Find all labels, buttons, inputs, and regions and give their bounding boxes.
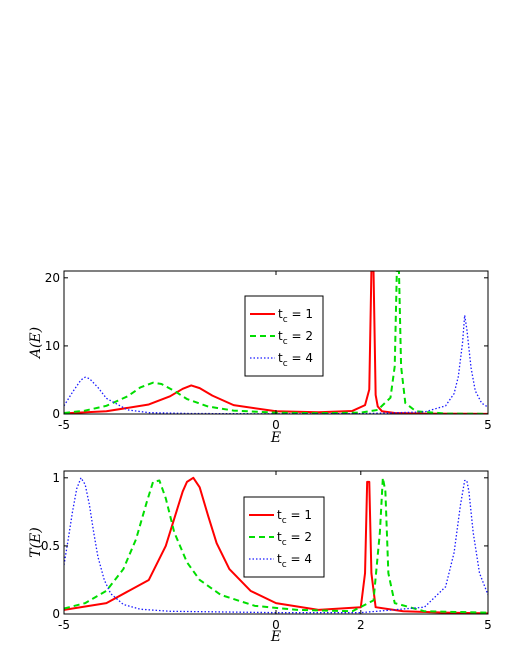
y-tick-label: 10	[45, 339, 60, 353]
series-line-2	[64, 476, 488, 614]
series-line-1	[64, 476, 488, 614]
legend-label-2: tc = 2	[278, 329, 313, 347]
x-tick-label: 0	[272, 618, 280, 632]
series-line-2	[64, 271, 488, 414]
legend-label-1: tc = 1	[277, 508, 312, 526]
x-axis-label: E	[270, 430, 281, 446]
y-axis-label: T(E)	[28, 527, 44, 557]
y-tick-label: 0	[52, 607, 60, 621]
x-tick-label: -5	[58, 418, 70, 432]
y-tick-label: 1	[52, 471, 60, 485]
x-tick-label: 0	[272, 418, 280, 432]
legend-box	[243, 496, 325, 578]
x-tick-label: 5	[484, 418, 492, 432]
series-line-3	[64, 314, 488, 414]
y-tick-label: 0.5	[41, 539, 60, 553]
x-axis-label: E	[270, 629, 281, 645]
series-group	[64, 271, 488, 414]
legend: tc = 1 tc = 2 tc = 4	[244, 295, 324, 377]
y-axis-label: A(E)	[28, 327, 44, 360]
legend: tc = 1 tc = 2 tc = 4	[243, 496, 325, 578]
x-tick-label: -5	[58, 618, 70, 632]
legend-label-3: tc = 4	[278, 351, 313, 369]
legend-label-2: tc = 2	[277, 530, 312, 548]
y-tick-label: 20	[45, 271, 60, 285]
series-line-1	[64, 271, 488, 414]
x-tick-label: 5	[484, 618, 492, 632]
series-group	[64, 476, 488, 614]
legend-label-1: tc = 1	[278, 307, 313, 325]
legend-box	[244, 295, 324, 377]
y-tick-label: 0	[52, 407, 60, 421]
legend-label-3: tc = 4	[277, 552, 312, 570]
x-tick-label: 2	[357, 618, 365, 632]
